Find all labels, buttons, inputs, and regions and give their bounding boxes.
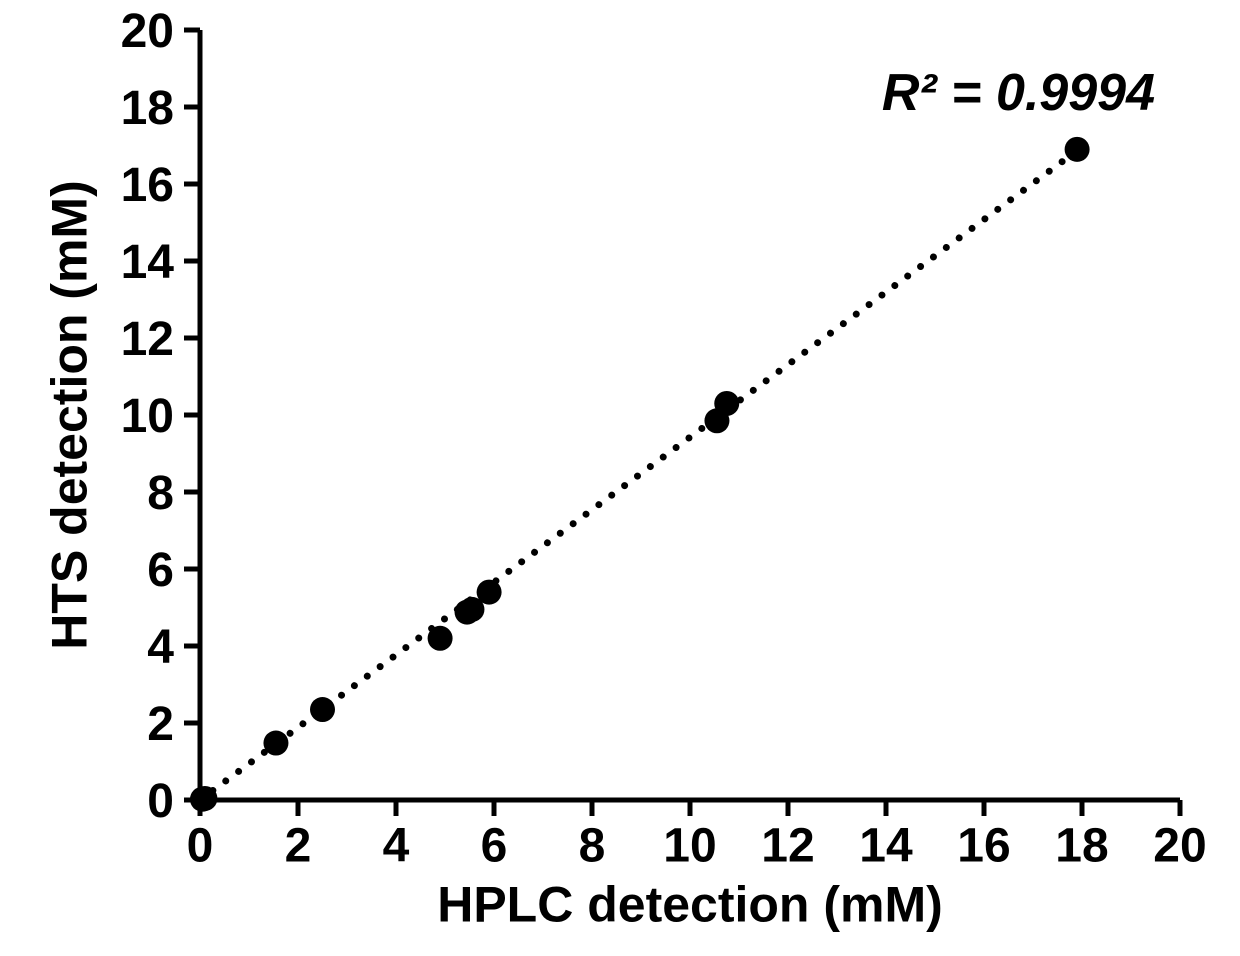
x-tick-label: 18: [1055, 820, 1108, 873]
y-tick-label: 2: [147, 698, 174, 751]
scatter-chart: 0 2 4 6 8 10 12 14 16 18 20 0 2 4 6 8 10 12 14 16 18 20 HPLC d…: [0, 0, 1240, 956]
x-tick-label: 2: [285, 820, 312, 873]
y-tick-label: 8: [147, 467, 174, 520]
data-point: [477, 580, 502, 605]
x-tick-label: 6: [481, 820, 508, 873]
x-tick-label: 14: [859, 820, 913, 873]
x-tick-label: 20: [1153, 820, 1206, 873]
data-point: [1065, 137, 1090, 162]
data-point: [714, 391, 739, 416]
x-tick-label: 0: [187, 820, 214, 873]
y-tick-label: 16: [121, 159, 174, 212]
data-point: [310, 697, 335, 722]
y-tick-label: 12: [121, 313, 174, 366]
y-tick-label: 10: [121, 390, 174, 443]
x-tick-label: 8: [579, 820, 606, 873]
x-axis-title: HPLC detection (mM): [437, 877, 943, 933]
y-tick-label: 6: [147, 544, 174, 597]
y-tick-label: 14: [121, 236, 175, 289]
x-tick-label: 16: [957, 820, 1010, 873]
data-point: [428, 626, 453, 651]
y-tick-label: 0: [147, 775, 174, 828]
r-squared-annotation: R² = 0.9994: [882, 64, 1155, 122]
x-tick-label: 12: [761, 820, 814, 873]
y-tick-label: 4: [147, 621, 174, 674]
x-tick-label: 10: [663, 820, 716, 873]
y-axis-title: HTS detection (mM): [41, 180, 97, 649]
chart-background: [0, 0, 1240, 956]
y-tick-label: 20: [121, 5, 174, 58]
y-tick-label: 18: [121, 82, 174, 135]
chart-svg: 0 2 4 6 8 10 12 14 16 18 20 0 2 4 6 8 10 12 14 16 18 20 HPLC d…: [0, 0, 1240, 956]
x-tick-label: 4: [383, 820, 410, 873]
data-point: [263, 731, 288, 756]
